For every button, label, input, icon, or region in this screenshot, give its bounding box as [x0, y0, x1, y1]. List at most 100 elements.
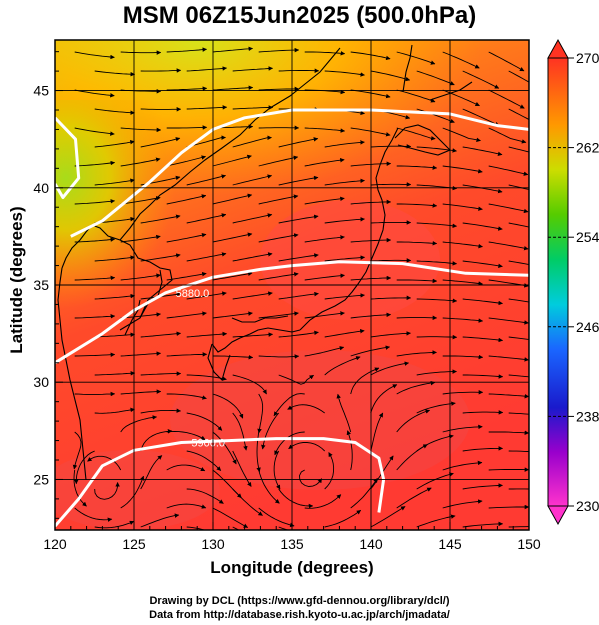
streamline: [212, 46, 254, 53]
colorbar-tick-label: 238: [576, 408, 599, 424]
colorbar-tick-label: 262: [576, 140, 599, 156]
streamline: [324, 293, 365, 300]
contour-line: [55, 260, 529, 365]
streamline: [232, 332, 274, 338]
streamline: [396, 165, 438, 170]
streamline: [74, 237, 116, 243]
streamline: [186, 526, 206, 530]
streamline: [186, 105, 228, 110]
streamline: [94, 520, 135, 529]
streamline: [140, 429, 173, 452]
streamline: [73, 469, 87, 507]
streamline: [396, 409, 431, 433]
contour-line: [55, 437, 386, 528]
streamline: [258, 469, 280, 504]
streamline: [442, 165, 483, 174]
streamline: [324, 140, 365, 148]
colorbar-tick-label: 254: [576, 229, 599, 245]
streamline: [442, 460, 483, 471]
streamline: [324, 178, 365, 186]
streamline: [462, 222, 503, 231]
streamline: [232, 135, 272, 148]
streamline: [304, 311, 345, 319]
streamline: [140, 455, 163, 490]
streamline: [350, 478, 378, 509]
y-tick-label: 25: [33, 471, 49, 487]
streamline: [278, 253, 319, 262]
streamline: [166, 503, 207, 509]
streamline: [212, 393, 244, 419]
streamline: [462, 298, 503, 306]
streamline: [94, 140, 135, 148]
x-tick-label: 125: [122, 536, 146, 552]
streamline: [396, 203, 438, 208]
streamline: [273, 450, 281, 490]
streamline: [304, 235, 345, 243]
streamline: [370, 361, 410, 376]
streamline: [74, 89, 115, 98]
credit-drawing: Drawing by DCL (https://www.gfd-dennou.o…: [149, 595, 450, 607]
streamline: [278, 526, 290, 530]
streamline: [346, 430, 353, 471]
streamline: [140, 137, 181, 148]
streamline: [488, 203, 529, 214]
streamline: [416, 70, 455, 86]
streamline: [186, 450, 222, 471]
streamline: [396, 487, 432, 509]
grid: [55, 40, 529, 530]
map-title: MSM 06Z15Jun2025 (500.0hPa): [122, 2, 477, 29]
streamline: [74, 507, 113, 522]
streamline: [442, 203, 483, 211]
streamline: [462, 410, 504, 415]
streamline: [324, 509, 362, 528]
streamline: [442, 51, 480, 69]
streamline: [186, 412, 223, 431]
streamline: [488, 165, 529, 176]
streamline: [74, 391, 116, 397]
streamline: [336, 393, 352, 433]
streamline: [278, 330, 319, 338]
streamline: [442, 424, 483, 433]
streamline: [324, 255, 366, 262]
credit-data: Data from http://database.rish.kyoto-u.a…: [149, 609, 450, 621]
colorbar-tick-label: 270: [576, 50, 599, 66]
streamline: [442, 279, 483, 286]
streamline: [488, 430, 529, 436]
streamline: [304, 51, 346, 56]
streamline: [488, 317, 529, 325]
streamline: [212, 507, 249, 528]
streamline: [258, 507, 295, 528]
streamline: [442, 241, 483, 249]
x-tick-label: 130: [201, 536, 225, 552]
streamline: [462, 108, 500, 127]
streamline: [488, 393, 529, 399]
streamline: [120, 157, 161, 167]
streamline: [273, 393, 305, 417]
coastlines: [57, 44, 473, 481]
streamline: [508, 146, 529, 153]
streamline: [166, 393, 207, 400]
streamline: [212, 431, 237, 465]
streamline: [94, 371, 136, 376]
streamline: [462, 70, 500, 89]
streamline: [72, 431, 82, 470]
streamline: [462, 483, 503, 490]
streamline: [442, 499, 483, 509]
streamline: [74, 51, 115, 60]
streamline: [232, 450, 252, 487]
y-tick-label: 40: [33, 180, 49, 196]
streamline: [212, 232, 253, 243]
contour-label: 5900.0: [191, 438, 225, 450]
streamline: [488, 241, 529, 251]
streamline: [212, 354, 254, 360]
x-tick-label: 135: [280, 536, 304, 552]
streamline: [212, 271, 253, 281]
streamline: [87, 455, 122, 471]
streamline: [166, 125, 208, 130]
streamline: [278, 488, 314, 509]
streamline: [74, 352, 116, 357]
streamline: [442, 127, 481, 142]
streamline: [186, 488, 224, 504]
streamline: [324, 70, 365, 77]
